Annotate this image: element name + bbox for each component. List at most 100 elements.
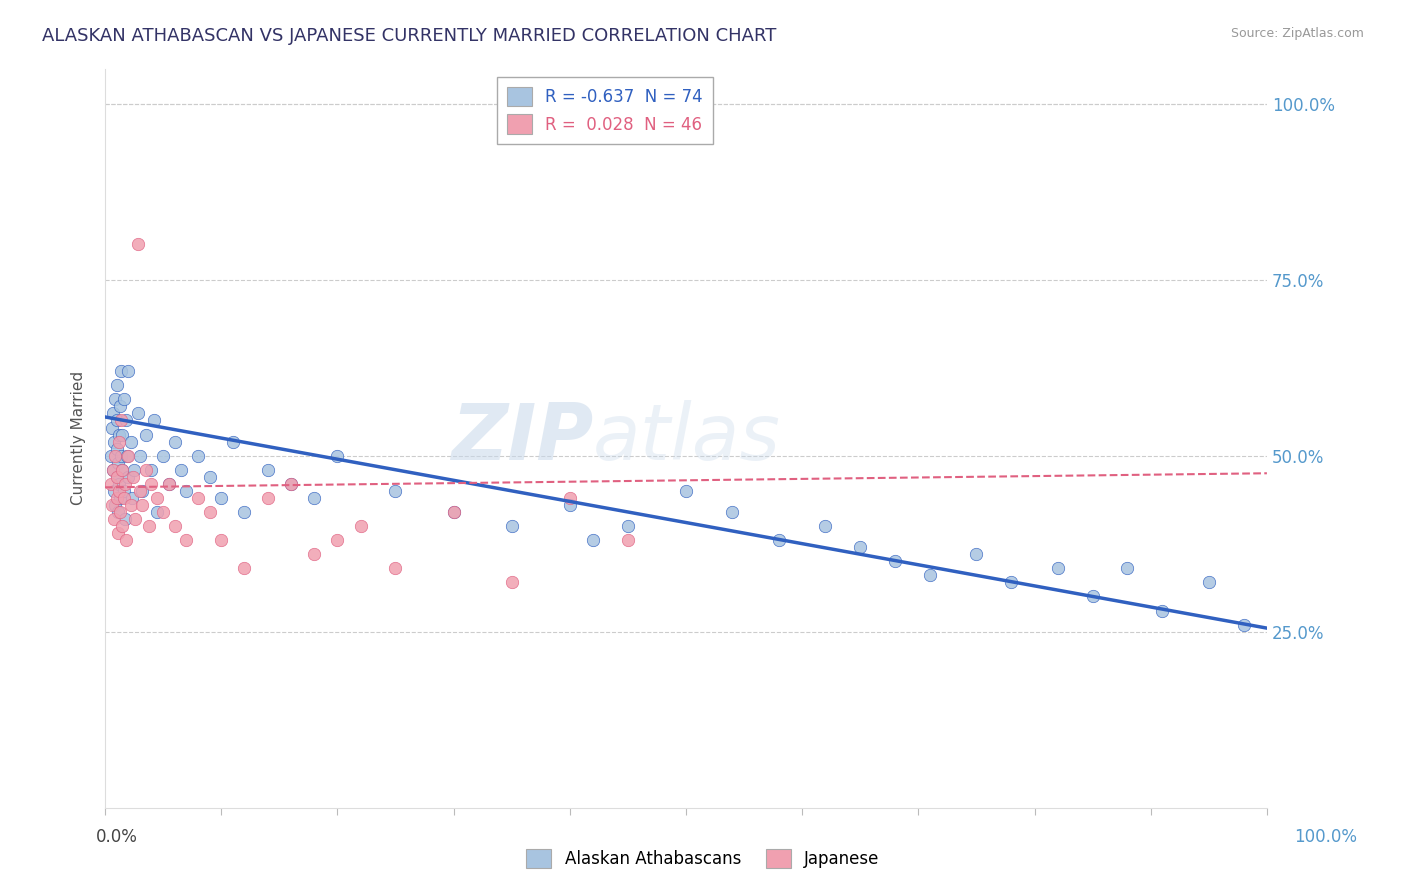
Point bbox=[105, 413, 128, 427]
Point bbox=[152, 505, 174, 519]
Point bbox=[163, 519, 186, 533]
Point bbox=[256, 463, 278, 477]
Point bbox=[108, 476, 131, 491]
Point bbox=[105, 470, 128, 484]
Point bbox=[326, 533, 349, 548]
Point bbox=[142, 413, 165, 427]
Point bbox=[124, 512, 146, 526]
Point bbox=[501, 575, 523, 590]
Point bbox=[105, 491, 128, 505]
Point bbox=[558, 491, 581, 505]
Point bbox=[120, 434, 142, 449]
Point bbox=[105, 442, 128, 456]
Point bbox=[108, 400, 131, 414]
Point bbox=[117, 449, 139, 463]
Point bbox=[138, 519, 160, 533]
Point bbox=[120, 498, 142, 512]
Point bbox=[117, 470, 139, 484]
Point bbox=[112, 392, 135, 407]
Point bbox=[384, 561, 406, 575]
Point bbox=[122, 463, 145, 477]
Point bbox=[103, 434, 125, 449]
Point bbox=[302, 547, 325, 561]
Point bbox=[384, 483, 406, 498]
Point bbox=[141, 476, 163, 491]
Point bbox=[115, 413, 138, 427]
Point bbox=[111, 463, 134, 477]
Text: Source: ZipAtlas.com: Source: ZipAtlas.com bbox=[1230, 27, 1364, 40]
Point bbox=[128, 449, 150, 463]
Point bbox=[128, 483, 150, 498]
Point bbox=[721, 505, 744, 519]
Point bbox=[443, 505, 465, 519]
Point bbox=[617, 519, 640, 533]
Point bbox=[256, 491, 278, 505]
Point bbox=[222, 434, 245, 449]
Point bbox=[157, 476, 180, 491]
Y-axis label: Currently Married: Currently Married bbox=[72, 371, 86, 505]
Point bbox=[121, 491, 143, 505]
Point bbox=[103, 483, 125, 498]
Point bbox=[105, 378, 128, 392]
Point bbox=[104, 392, 127, 407]
Point bbox=[163, 434, 186, 449]
Point bbox=[135, 463, 157, 477]
Point bbox=[768, 533, 790, 548]
Point bbox=[110, 364, 132, 378]
Point bbox=[104, 498, 127, 512]
Text: ALASKAN ATHABASCAN VS JAPANESE CURRENTLY MARRIED CORRELATION CHART: ALASKAN ATHABASCAN VS JAPANESE CURRENTLY… bbox=[42, 27, 776, 45]
Point bbox=[849, 540, 872, 554]
Point bbox=[104, 449, 127, 463]
Point bbox=[107, 456, 129, 470]
Point bbox=[349, 519, 371, 533]
Point bbox=[233, 505, 256, 519]
Legend: R = -0.637  N = 74, R =  0.028  N = 46: R = -0.637 N = 74, R = 0.028 N = 46 bbox=[496, 77, 713, 144]
Text: 100.0%: 100.0% bbox=[1294, 828, 1357, 846]
Point bbox=[152, 449, 174, 463]
Point bbox=[101, 463, 124, 477]
Point bbox=[105, 470, 128, 484]
Point bbox=[965, 547, 987, 561]
Point bbox=[302, 491, 325, 505]
Point bbox=[233, 561, 256, 575]
Point bbox=[1046, 561, 1069, 575]
Point bbox=[131, 483, 153, 498]
Point bbox=[814, 519, 837, 533]
Point bbox=[558, 498, 581, 512]
Point bbox=[115, 449, 138, 463]
Point bbox=[443, 505, 465, 519]
Point bbox=[1116, 561, 1139, 575]
Point bbox=[115, 533, 138, 548]
Point bbox=[107, 505, 129, 519]
Point bbox=[169, 463, 191, 477]
Point bbox=[135, 427, 157, 442]
Point bbox=[675, 483, 697, 498]
Point bbox=[117, 364, 139, 378]
Point bbox=[108, 491, 131, 505]
Point bbox=[111, 427, 134, 442]
Text: ZIP: ZIP bbox=[451, 401, 593, 476]
Legend: Alaskan Athabascans, Japanese: Alaskan Athabascans, Japanese bbox=[520, 842, 886, 875]
Point bbox=[114, 476, 136, 491]
Point bbox=[501, 519, 523, 533]
Point bbox=[176, 533, 198, 548]
Point bbox=[110, 449, 132, 463]
Point bbox=[187, 449, 209, 463]
Point bbox=[107, 526, 129, 541]
Point bbox=[100, 476, 122, 491]
Point bbox=[101, 498, 124, 512]
Point bbox=[1198, 575, 1220, 590]
Point bbox=[112, 491, 135, 505]
Point bbox=[112, 483, 135, 498]
Text: atlas: atlas bbox=[593, 401, 780, 476]
Point bbox=[141, 463, 163, 477]
Point bbox=[108, 505, 131, 519]
Point bbox=[280, 476, 302, 491]
Point bbox=[108, 483, 131, 498]
Point bbox=[1233, 617, 1256, 632]
Point bbox=[146, 491, 169, 505]
Point bbox=[122, 470, 145, 484]
Point bbox=[176, 483, 198, 498]
Point bbox=[157, 476, 180, 491]
Text: 0.0%: 0.0% bbox=[96, 828, 138, 846]
